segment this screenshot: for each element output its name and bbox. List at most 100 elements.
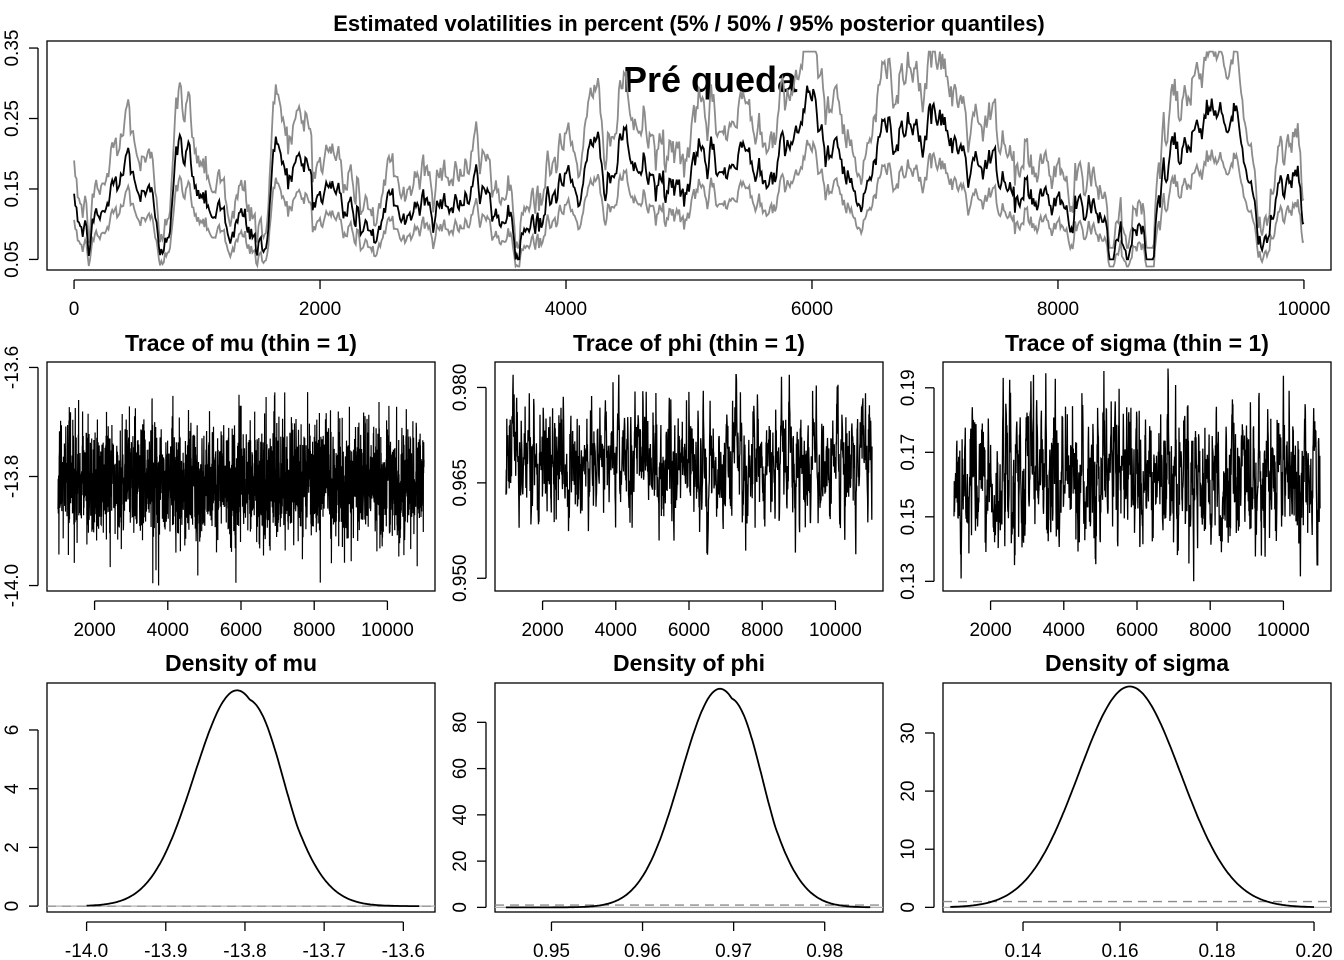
volatility-y-axis: 0.05 0.15 0.25 0.35 xyxy=(2,30,39,278)
volatility-series-5pct xyxy=(73,139,1305,269)
trace-phi-x-tick-label: 2000 xyxy=(521,620,563,641)
density-sigma-x-tick-label: 0.16 xyxy=(1102,941,1139,960)
trace-sigma-axes: 2000 4000 6000 8000 10000 0.13 0.15 0.17 0.19 xyxy=(898,361,1332,641)
trace-sigma-title: Trace of sigma (thin = 1) xyxy=(1005,330,1269,356)
trace-mu-x-tick-label: 10000 xyxy=(361,620,414,641)
density-phi-x-tick-label: 0.98 xyxy=(806,941,843,960)
volatility-axes: 0 2000 4000 6000 8000 10000 0.05 0.15 0.25 0.35 xyxy=(2,30,1332,320)
trace-mu-plot-frame xyxy=(46,361,436,592)
density-phi-title: Density of phi xyxy=(613,650,765,676)
trace-mu-panel: Trace of mu (thin = 1) xyxy=(125,330,357,356)
trace-mu-y-tick-label: -14.0 xyxy=(2,564,23,607)
trace-phi-y-axis: 0.950 0.965 0.980 xyxy=(450,364,487,603)
density-phi-plot-frame xyxy=(494,682,884,913)
density-mu-x-tick-label: -13.8 xyxy=(223,941,266,960)
trace-phi-x-tick-label: 8000 xyxy=(741,620,783,641)
trace-phi-series xyxy=(505,374,873,555)
trace-mu-title: Trace of mu (thin = 1) xyxy=(125,330,357,356)
density-phi-axes: 0.95 0.96 0.97 0.98 0 20 40 60 80 xyxy=(450,682,884,960)
volatility-x-tick-label: 8000 xyxy=(1037,299,1079,320)
trace-mu-series xyxy=(57,392,425,586)
density-sigma-axes: 0.14 0.16 0.18 0.20 0 10 20 30 xyxy=(898,682,1333,960)
volatility-series-95pct xyxy=(73,50,1305,249)
trace-mu-x-tick-label: 8000 xyxy=(293,620,335,641)
density-mu-panel: Density of mu xyxy=(165,650,317,676)
trace-phi-x-axis: 2000 4000 6000 8000 10000 xyxy=(521,600,862,641)
density-phi-x-tick-label: 0.97 xyxy=(715,941,752,960)
density-phi-y-tick-label: 20 xyxy=(450,851,471,872)
trace-sigma-x-tick-label: 2000 xyxy=(969,620,1011,641)
trace-phi-x-tick-label: 10000 xyxy=(809,620,862,641)
density-sigma-y-axis: 0 10 20 30 xyxy=(898,722,935,913)
density-mu-title: Density of mu xyxy=(165,650,317,676)
density-sigma-panel: Density of sigma xyxy=(1045,650,1229,676)
density-phi-x-tick-label: 0.95 xyxy=(533,941,570,960)
density-mu-y-tick-label: 0 xyxy=(2,901,23,912)
volatility-title: Estimated volatilities in percent (5% / … xyxy=(333,11,1045,36)
density-phi-y-tick-label: 40 xyxy=(450,804,471,825)
density-sigma-x-tick-label: 0.14 xyxy=(1005,941,1042,960)
density-phi-y-tick-label: 0 xyxy=(450,902,471,913)
volatility-x-tick-label: 10000 xyxy=(1278,299,1331,320)
density-mu-x-tick-label: -13.9 xyxy=(144,941,187,960)
trace-sigma-x-tick-label: 8000 xyxy=(1189,620,1231,641)
trace-mu-y-tick-label: -13.8 xyxy=(2,455,23,498)
trace-phi-title: Trace of phi (thin = 1) xyxy=(573,330,805,356)
trace-sigma-y-axis: 0.13 0.15 0.17 0.19 xyxy=(898,369,935,600)
density-mu-y-tick-label: 4 xyxy=(2,783,23,794)
density-mu-y-tick-label: 6 xyxy=(2,725,23,736)
density-mu-x-tick-label: -13.7 xyxy=(302,941,345,960)
density-phi-curve xyxy=(505,687,871,909)
trace-phi-y-tick-label: 0.950 xyxy=(450,555,471,603)
volatility-panel: Estimated volatilities in percent (5% / … xyxy=(333,11,1045,100)
trace-mu-x-tick-label: 4000 xyxy=(147,620,189,641)
trace-sigma-y-tick-label: 0.15 xyxy=(898,498,919,535)
density-phi-panel: Density of phi xyxy=(613,650,765,676)
volatility-y-tick-label: 0.25 xyxy=(2,100,23,137)
trace-sigma-x-tick-label: 6000 xyxy=(1116,620,1158,641)
volatility-x-tick-label: 6000 xyxy=(791,299,833,320)
density-sigma-x-tick-label: 0.20 xyxy=(1296,941,1333,960)
density-sigma-plot-frame xyxy=(942,682,1332,913)
trace-sigma-y-tick-label: 0.13 xyxy=(898,563,919,600)
trace-mu-y-axis: -14.0 -13.8 -13.6 xyxy=(2,346,39,607)
density-phi-x-axis: 0.95 0.96 0.97 0.98 xyxy=(533,921,843,960)
volatility-y-tick-label: 0.35 xyxy=(2,30,23,67)
volatility-x-tick-label: 2000 xyxy=(299,299,341,320)
volatility-y-tick-label: 0.05 xyxy=(2,241,23,278)
trace-mu-y-tick-label: -13.6 xyxy=(2,346,23,389)
trace-phi-axes: 2000 4000 6000 8000 10000 0.950 0.965 0.980 xyxy=(450,361,884,641)
volatility-y-tick-label: 0.15 xyxy=(2,170,23,207)
density-sigma-y-tick-label: 20 xyxy=(898,781,919,802)
density-mu-y-axis: 0 2 4 6 xyxy=(2,725,39,912)
trace-sigma-panel: Trace of sigma (thin = 1) xyxy=(1005,330,1269,356)
trace-sigma-plot-frame xyxy=(942,361,1332,592)
volatility-x-axis: 0 2000 4000 6000 8000 10000 xyxy=(69,279,1331,320)
trace-phi-x-tick-label: 4000 xyxy=(595,620,637,641)
density-sigma-y-tick-label: 0 xyxy=(898,902,919,913)
trace-phi-y-tick-label: 0.965 xyxy=(450,459,471,507)
trace-sigma-x-axis: 2000 4000 6000 8000 10000 xyxy=(969,600,1310,641)
density-sigma-x-axis: 0.14 0.16 0.18 0.20 xyxy=(1005,921,1333,960)
density-mu-y-tick-label: 2 xyxy=(2,842,23,853)
trace-sigma-series xyxy=(953,368,1321,582)
density-sigma-curve xyxy=(950,685,1314,908)
density-sigma-y-tick-label: 30 xyxy=(898,722,919,743)
volatility-x-tick-label: 4000 xyxy=(545,299,587,320)
volatility-plot-frame xyxy=(46,40,1332,271)
trace-phi-x-tick-label: 6000 xyxy=(668,620,710,641)
volatility-series-median xyxy=(73,85,1305,261)
trace-phi-plot-frame xyxy=(494,361,884,592)
trace-mu-x-axis: 2000 4000 6000 8000 10000 xyxy=(73,600,414,641)
density-sigma-y-tick-label: 10 xyxy=(898,839,919,860)
density-mu-axes: -14.0 -13.9 -13.8 -13.7 -13.6 0 2 4 6 xyxy=(2,682,436,960)
density-phi-y-tick-label: 80 xyxy=(450,712,471,733)
volatility-x-tick-label: 0 xyxy=(69,299,80,320)
density-mu-curve xyxy=(86,689,420,907)
density-phi-x-tick-label: 0.96 xyxy=(624,941,661,960)
density-mu-plot-frame xyxy=(46,682,436,913)
density-sigma-title: Density of sigma xyxy=(1045,650,1229,676)
trace-phi-panel: Trace of phi (thin = 1) xyxy=(573,330,805,356)
density-mu-x-tick-label: -14.0 xyxy=(65,941,108,960)
